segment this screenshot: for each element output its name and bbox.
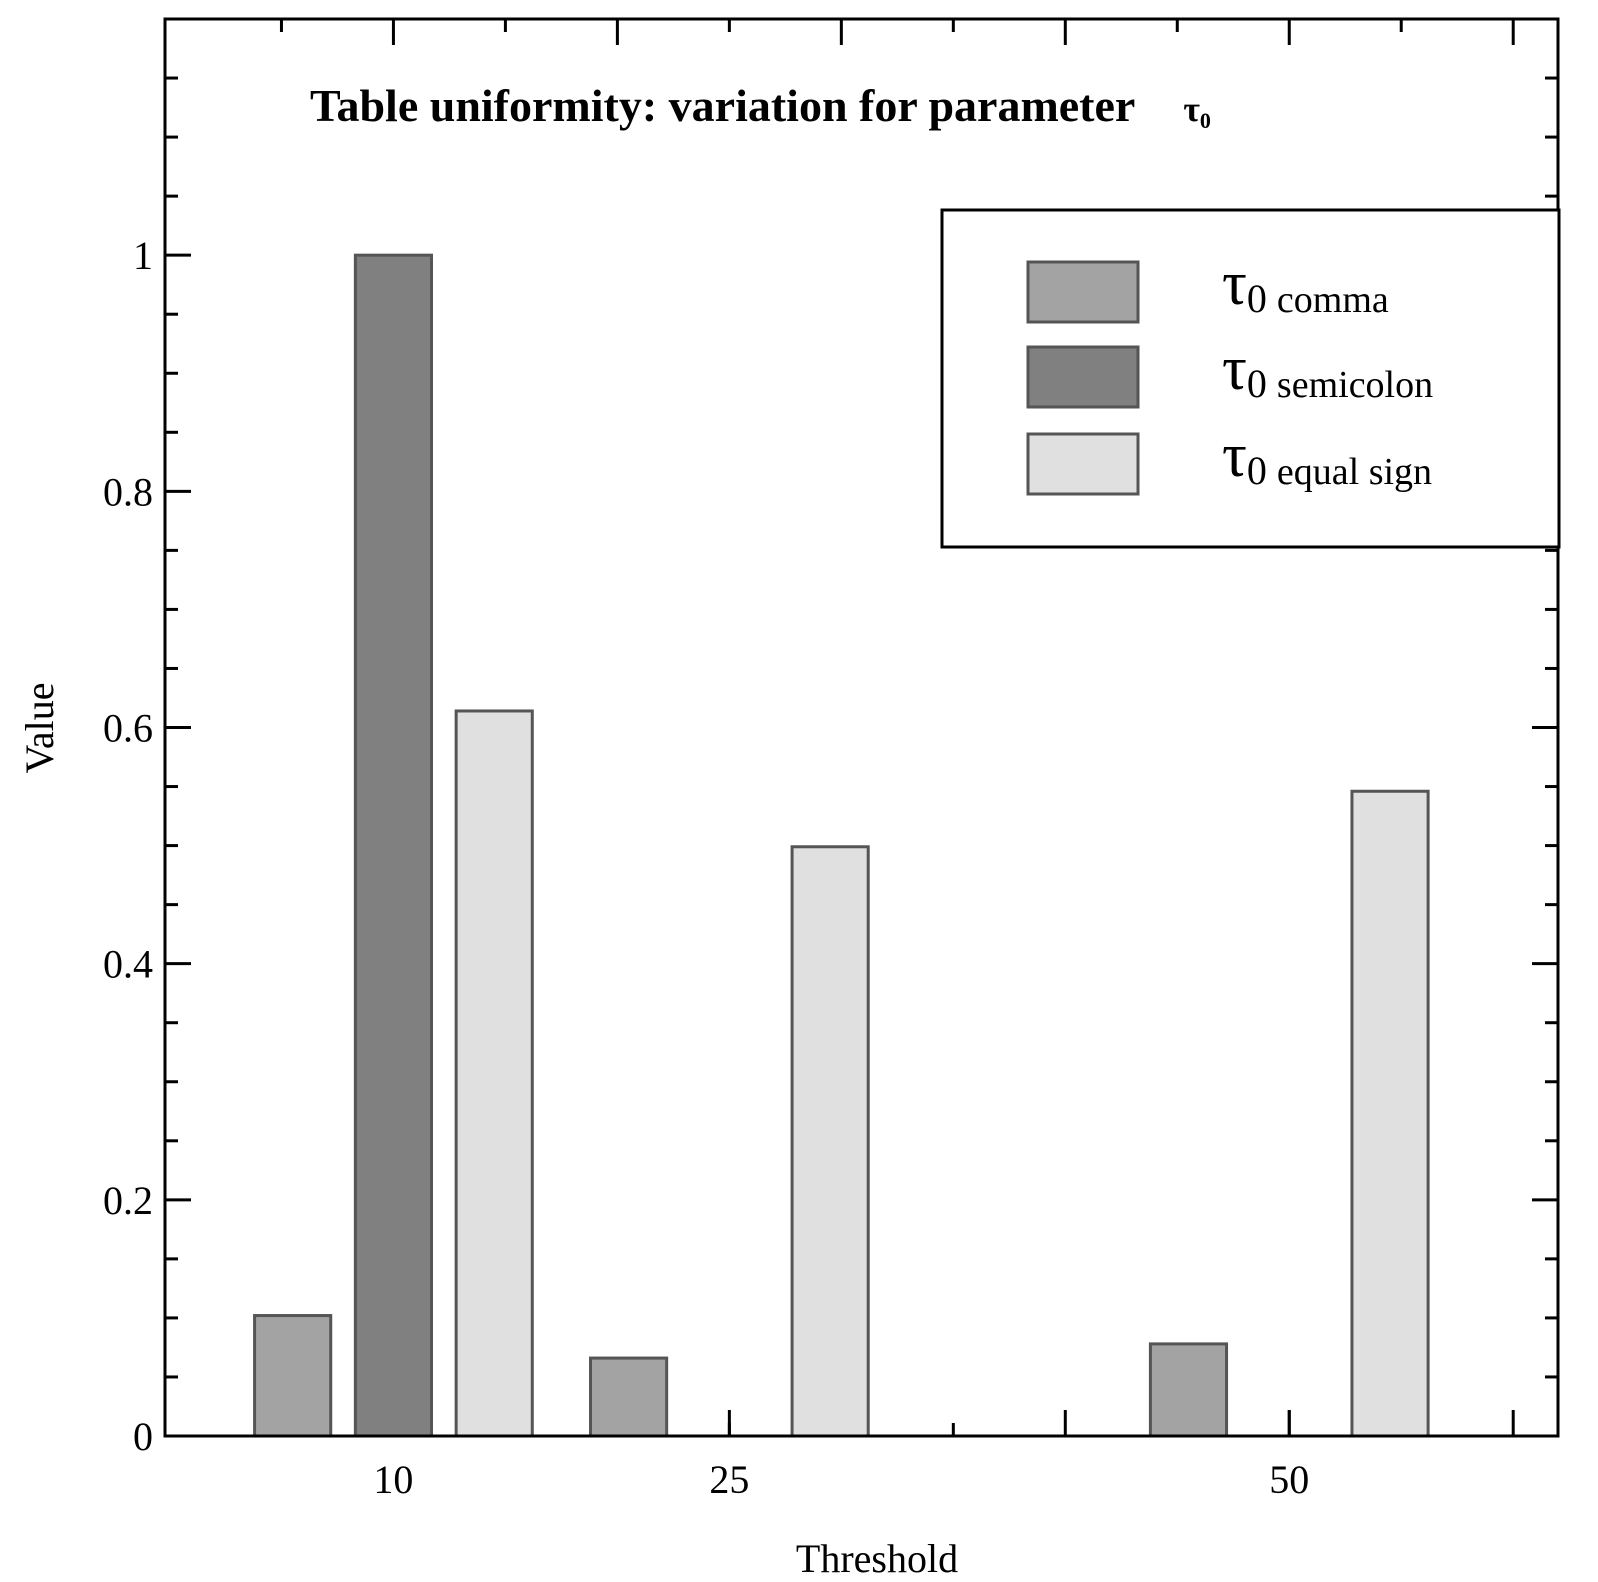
chart-title-symbol: τ xyxy=(1183,89,1200,129)
legend-swatch xyxy=(1026,260,1140,324)
x-tick-label: 50 xyxy=(1269,1457,1309,1502)
bars-layer xyxy=(253,253,1430,1438)
y-tick-label: 0.4 xyxy=(103,942,153,987)
legend: τ0 comma τ0 semicolon τ0 equal sign xyxy=(940,208,1561,549)
chart-title-main: Table uniformity: variation for paramete… xyxy=(310,80,1135,131)
y-axis-label: Value xyxy=(17,682,62,773)
legend-label: τ0 semicolon xyxy=(1222,335,1433,406)
legend-label: τ0 comma xyxy=(1222,250,1389,321)
plot-frame xyxy=(163,17,1560,1438)
x-tick-label: 10 xyxy=(373,1457,413,1502)
chart-title: Table uniformity: variation for paramete… xyxy=(310,80,1211,133)
y-tick-label: 0.2 xyxy=(103,1178,153,1223)
legend-swatch xyxy=(1026,345,1140,409)
bar-comma-50 xyxy=(1148,1342,1229,1438)
legend-entries: τ0 comma τ0 semicolon τ0 equal sign xyxy=(1026,250,1433,496)
bar-equal-sign-25 xyxy=(790,845,870,1438)
bar-equal-sign-50 xyxy=(1350,789,1430,1438)
chart-title-subscript: 0 xyxy=(1200,108,1211,133)
bar-comma-10 xyxy=(253,1314,333,1438)
bar-equal-sign-10 xyxy=(454,709,534,1438)
bar-comma-25 xyxy=(589,1356,669,1438)
y-tick-label: 1 xyxy=(133,233,153,278)
x-tick-label: 25 xyxy=(709,1457,749,1502)
y-tick-label: 0.6 xyxy=(103,706,153,751)
legend-swatch xyxy=(1026,432,1140,496)
y-tick-label: 0.8 xyxy=(103,469,153,514)
labels-layer: 0 0.2 0.4 0.6 0.8 1 10 25 50 xyxy=(103,233,1309,1502)
legend-label: τ0 equal sign xyxy=(1222,422,1432,493)
y-tick-label: 0 xyxy=(133,1414,153,1459)
bar-semicolon-10 xyxy=(353,253,434,1438)
x-axis-label: Threshold xyxy=(796,1536,958,1581)
